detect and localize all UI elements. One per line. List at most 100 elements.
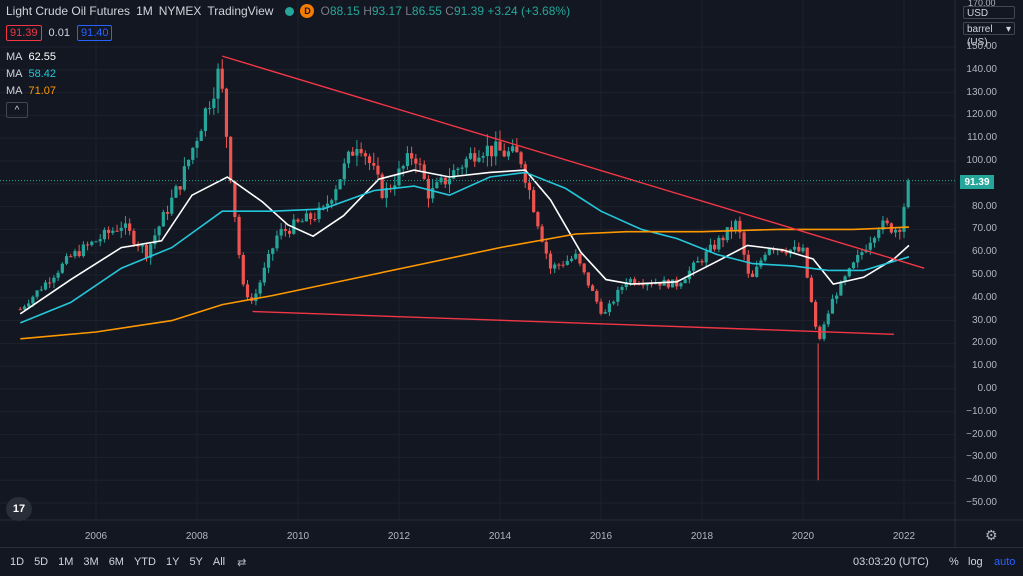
time-tick: 2016	[589, 531, 613, 542]
symbol-title[interactable]: Light Crude Oil Futures	[6, 4, 131, 18]
candle	[666, 278, 670, 289]
timeframe-6m[interactable]: 6M	[108, 556, 124, 568]
candle	[586, 272, 590, 288]
trendline[interactable]	[222, 55, 925, 269]
candle	[893, 227, 898, 238]
ma-legend-1[interactable]: MA 62.55	[6, 51, 57, 63]
timeframe-5y[interactable]: 5Y	[189, 556, 203, 568]
candle	[898, 228, 902, 240]
candle	[877, 227, 881, 242]
candle	[456, 166, 460, 176]
gear-icon[interactable]: ⚙	[985, 527, 998, 543]
ohlc-values: O88.15 H93.17 L86.55 C91.39 +3.24 (+3.68…	[320, 4, 571, 18]
candle	[830, 294, 835, 314]
timeframe-1m[interactable]: 1M	[58, 556, 74, 568]
candle	[603, 309, 607, 314]
candle	[85, 241, 90, 251]
candle	[199, 128, 203, 141]
candle	[254, 288, 258, 306]
candle	[309, 211, 313, 225]
currency-select[interactable]: USD	[963, 6, 1015, 19]
candle	[612, 300, 616, 306]
price-scale-top-label: 170.00	[968, 0, 996, 8]
candle	[536, 210, 540, 230]
candle	[90, 240, 94, 247]
candle	[372, 152, 376, 170]
clock[interactable]: 03:03:20 (UTC)	[853, 556, 929, 568]
ma-line[interactable]	[19, 171, 910, 324]
candle	[233, 181, 237, 223]
price-tick: −20.00	[966, 428, 997, 440]
price-tick: −50.00	[966, 497, 997, 508]
price-tick: 100.00	[966, 155, 997, 166]
timeframe-5d[interactable]: 5D	[34, 556, 49, 568]
timeframe-1d[interactable]: 1D	[10, 556, 25, 568]
candle	[670, 279, 675, 288]
candle	[52, 275, 56, 289]
candle	[186, 159, 191, 170]
tradingview-logo[interactable]: 17	[6, 497, 32, 521]
candle	[355, 140, 359, 167]
candle	[527, 177, 532, 200]
candle	[435, 177, 439, 189]
price-tick: −10.00	[966, 405, 997, 417]
unit-select[interactable]: barrel (US) ▾	[963, 22, 1015, 48]
date-range-icon[interactable]: ⇄	[237, 556, 247, 569]
candle	[208, 101, 212, 115]
symbol-legend: Light Crude Oil Futures 1M NYMEX Trading…	[6, 4, 570, 18]
buy-price-button[interactable]: 91.40	[76, 25, 113, 41]
log-toggle[interactable]: log	[968, 556, 983, 568]
candle	[410, 146, 414, 166]
high-value: 93.17	[371, 4, 402, 18]
ma-legend-2[interactable]: MA 58.42	[6, 68, 57, 80]
candle	[658, 283, 662, 290]
candle	[48, 277, 52, 288]
price-tick: −40.00	[966, 474, 997, 486]
ma-legend-3[interactable]: MA 71.07	[6, 85, 57, 97]
percent-toggle[interactable]: %	[949, 556, 959, 568]
currency-label: USD	[967, 8, 989, 19]
collapse-legend-button[interactable]: ^	[6, 102, 28, 118]
price-tick: 0.00	[977, 383, 997, 394]
candle	[662, 276, 666, 286]
candle	[797, 242, 801, 253]
sell-price-button[interactable]: 91.39	[6, 25, 42, 41]
market-status-icon[interactable]	[285, 6, 295, 16]
candle	[422, 160, 426, 180]
candle	[818, 325, 822, 341]
candle	[738, 216, 742, 239]
candle	[746, 250, 750, 278]
candle	[864, 244, 868, 254]
timeframe-3m[interactable]: 3M	[83, 556, 99, 568]
candle	[885, 217, 889, 226]
unit-label: barrel (US)	[967, 24, 993, 48]
delayed-badge[interactable]: D	[300, 4, 315, 18]
price-tick: 10.00	[971, 360, 997, 372]
candle	[624, 278, 628, 291]
timeframe-ytd[interactable]: YTD	[133, 556, 156, 568]
candle	[195, 137, 199, 158]
candle	[700, 258, 704, 266]
ma-line[interactable]	[20, 226, 910, 340]
auto-toggle[interactable]: auto	[994, 556, 1016, 568]
timeframe-all[interactable]: All	[212, 556, 226, 568]
interval-label[interactable]: 1M	[136, 4, 153, 18]
candle	[565, 255, 569, 266]
bottom-toolbar: 1D 5D 1M 3M 6M YTD 1Y 5Y All ⇄ 03:03:20 (UTC) % …	[0, 547, 1023, 576]
timeframe-1y[interactable]: 1Y	[165, 556, 180, 568]
candle	[292, 214, 296, 236]
candle	[69, 253, 73, 258]
candle	[801, 244, 805, 254]
trendline[interactable]	[252, 310, 894, 335]
change-value: +3.24 (+3.68%)	[487, 4, 571, 18]
time-tick: 2014	[488, 531, 512, 542]
ma-value: 58.42	[28, 68, 57, 80]
candle	[548, 250, 553, 274]
candle	[902, 203, 906, 238]
ma-line[interactable]	[19, 169, 910, 315]
candle	[851, 261, 856, 269]
time-tick: 2018	[690, 531, 714, 542]
candle	[367, 153, 372, 171]
